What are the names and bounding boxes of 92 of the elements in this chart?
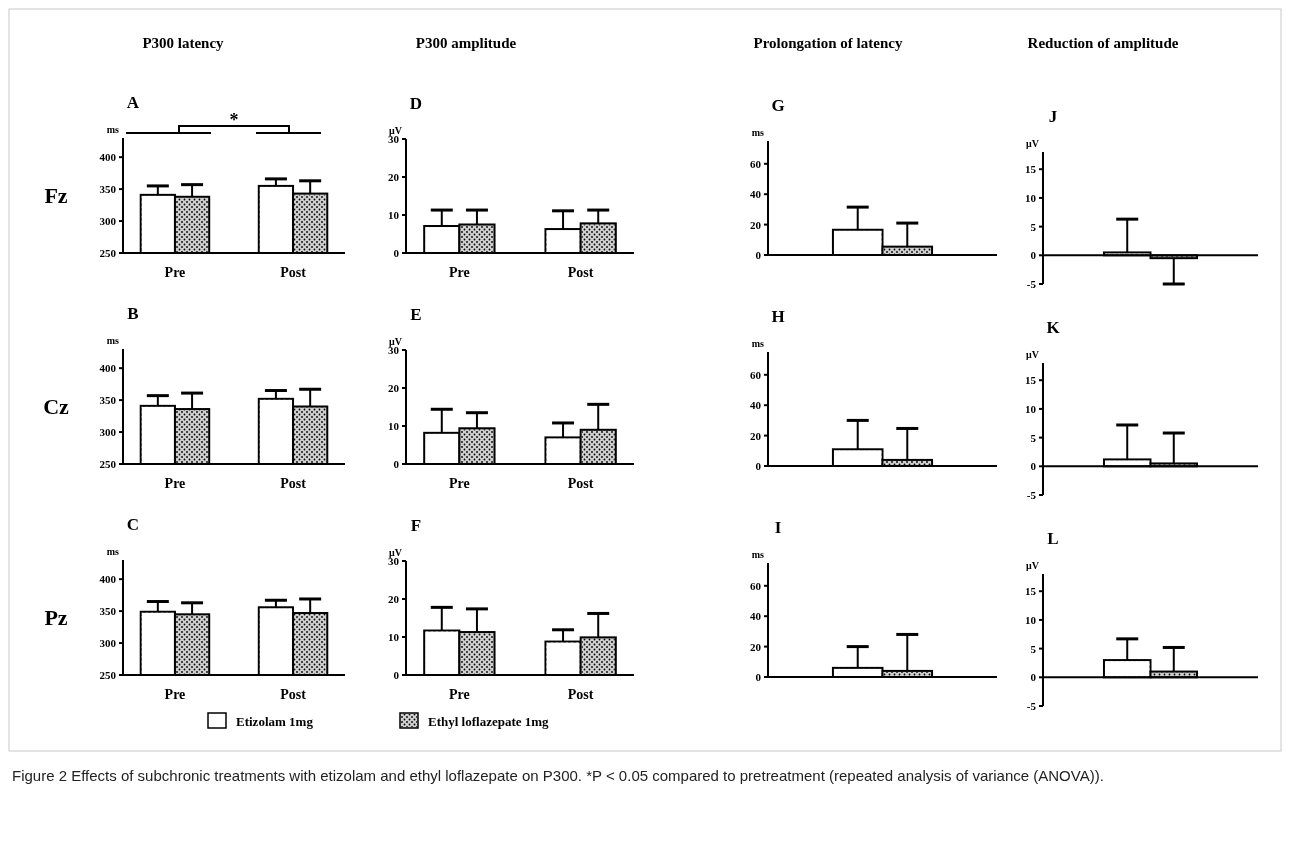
x-tick-label: Post [280, 476, 307, 491]
y-tick-label: 0 [755, 460, 762, 472]
y-tick-label: -5 [1026, 278, 1037, 290]
y-tick-label: 10 [1025, 402, 1037, 415]
y-tick-label: 40 [750, 610, 762, 623]
y-axis-title: ms [106, 546, 120, 557]
y-tick-label: 60 [750, 368, 762, 381]
legend-label: Ethyl loflazepate 1mg [428, 714, 550, 729]
y-tick-label: 10 [1025, 191, 1037, 204]
y-tick-label: 20 [750, 429, 762, 442]
y-tick-label: 0 [393, 247, 400, 259]
chart-title: A [126, 93, 140, 112]
y-tick-label: 0 [1030, 671, 1037, 684]
y-axis-title: μV [1026, 138, 1040, 149]
y-tick-label: 10 [388, 631, 400, 643]
y-tick-label: 15 [1025, 585, 1037, 598]
chart-title: I [774, 518, 782, 537]
y-tick-label: 350 [99, 605, 117, 618]
chart-title: D [409, 94, 423, 113]
y-axis-title: μV [1026, 349, 1040, 360]
y-axis-title: ms [751, 127, 765, 138]
x-tick-label: Post [567, 476, 594, 491]
y-tick-label: 350 [99, 183, 117, 196]
y-axis-title: ms [106, 124, 120, 135]
text: Cz [43, 393, 70, 419]
chart-title: K [1046, 318, 1061, 337]
y-tick-label: 40 [750, 188, 762, 201]
y-axis-title: ms [751, 549, 765, 560]
y-tick-label: 60 [750, 157, 762, 170]
y-axis-title: ms [751, 338, 765, 349]
y-tick-label: 350 [99, 394, 117, 407]
y-tick-label: 10 [388, 420, 400, 432]
chart-title: E [410, 305, 422, 324]
y-tick-label: 10 [388, 209, 400, 221]
chart-title: B [127, 304, 139, 323]
y-tick-label: 20 [388, 593, 400, 605]
y-tick-label: 0 [1030, 249, 1037, 262]
y-axis-title: μV [1026, 560, 1040, 571]
y-tick-label: 5 [1030, 642, 1037, 655]
y-tick-label: 15 [1025, 163, 1037, 176]
y-tick-label: 400 [99, 573, 117, 586]
chart-title: L [1047, 529, 1059, 548]
y-tick-label: 0 [393, 458, 400, 470]
chart-title: G [771, 96, 785, 115]
x-tick-label: Pre [164, 687, 186, 702]
y-tick-label: 20 [388, 382, 400, 394]
y-tick-label: 250 [99, 669, 117, 681]
y-tick-label: 300 [99, 426, 117, 439]
chart-subtitle: P300 latency [142, 35, 225, 51]
text: Pz [44, 604, 68, 630]
x-tick-label: Post [567, 265, 594, 280]
y-tick-label: 0 [755, 671, 762, 683]
y-tick-label: 400 [99, 151, 117, 164]
x-tick-label: Pre [164, 265, 186, 280]
caption: Figure 2 Effects of subchronic treatments with etizolam and ethyl loflazepate on P300. *P < 0.05 compared to pretreatment (repeated analysis of variance (ANOVA)). [11, 766, 1105, 786]
chart-title: F [410, 516, 422, 535]
chart-subtitle: Reduction of amplitude [1027, 35, 1179, 51]
y-tick-label: 250 [99, 247, 117, 259]
x-tick-label: Pre [448, 265, 470, 280]
y-tick-label: 0 [393, 669, 400, 681]
y-tick-label: 15 [1025, 374, 1037, 387]
y-tick-label: 10 [1025, 613, 1037, 626]
x-tick-label: Post [567, 687, 594, 702]
text: Fz [44, 182, 68, 208]
y-tick-label: 20 [388, 171, 400, 183]
chart-subtitle: Prolongation of latency [753, 35, 903, 51]
x-tick-label: Post [280, 687, 307, 702]
x-tick-label: Pre [164, 476, 186, 491]
y-tick-label: 250 [99, 458, 117, 470]
y-tick-label: 5 [1030, 220, 1037, 233]
legend-label: Etizolam 1mg [236, 714, 314, 729]
y-tick-label: 60 [750, 579, 762, 592]
y-tick-label: 0 [755, 249, 762, 261]
x-tick-label: Pre [448, 687, 470, 702]
y-tick-label: 20 [750, 218, 762, 231]
y-tick-label: 20 [750, 640, 762, 653]
y-tick-label: -5 [1026, 700, 1037, 712]
chart-subtitle: P300 amplitude [415, 35, 517, 51]
x-tick-label: Pre [448, 476, 470, 491]
y-tick-label: 5 [1030, 431, 1037, 444]
chart-title: C [126, 515, 140, 534]
y-tick-label: 400 [99, 362, 117, 375]
y-tick-label: 300 [99, 637, 117, 650]
y-tick-label: 300 [99, 215, 117, 228]
chart-title: J [1048, 107, 1058, 126]
y-tick-label: -5 [1026, 489, 1037, 501]
y-axis-title: ms [106, 335, 120, 346]
text: * [229, 110, 239, 130]
chart-title: H [771, 307, 785, 326]
x-tick-label: Post [280, 265, 307, 280]
y-tick-label: 40 [750, 399, 762, 412]
y-tick-label: 0 [1030, 460, 1037, 473]
